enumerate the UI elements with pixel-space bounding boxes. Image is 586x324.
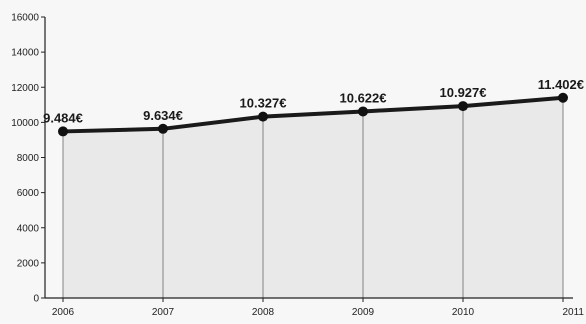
data-point-2010 <box>458 101 468 112</box>
data-label-2011: 11.402€ <box>538 77 584 92</box>
x-tick-label-2006: 2006 <box>52 307 75 318</box>
x-tick-label-2009: 2009 <box>352 307 375 318</box>
data-label-2006: 9.484€ <box>43 110 83 125</box>
data-point-2006 <box>58 126 68 137</box>
data-label-2010: 10.927€ <box>440 85 487 100</box>
data-label-2008: 10.327€ <box>240 96 287 111</box>
y-tick-label-12000: 12000 <box>11 83 39 94</box>
x-tick-label-2008: 2008 <box>252 307 275 318</box>
data-point-2008 <box>258 111 268 122</box>
y-tick-label-8000: 8000 <box>17 153 40 164</box>
y-tick-label-4000: 4000 <box>17 223 40 234</box>
y-tick-label-6000: 6000 <box>17 188 40 199</box>
y-tick-label-2000: 2000 <box>17 258 40 269</box>
y-tick-label-10000: 10000 <box>11 118 39 129</box>
data-point-2011 <box>558 92 568 103</box>
y-tick-label-0: 0 <box>33 294 39 305</box>
y-tick-label-16000: 16000 <box>11 13 39 24</box>
area-fill <box>63 97 563 298</box>
x-tick-label-2011: 2011 <box>562 307 584 318</box>
y-tick-label-14000: 14000 <box>11 48 39 59</box>
data-point-2007 <box>158 123 168 134</box>
x-tick-label-2010: 2010 <box>452 307 475 318</box>
data-label-2007: 9.634€ <box>143 108 183 123</box>
data-label-2009: 10.622€ <box>340 90 387 105</box>
data-point-2009 <box>358 106 368 117</box>
series-line <box>61 95 565 134</box>
x-tick-label-2007: 2007 <box>152 307 175 318</box>
